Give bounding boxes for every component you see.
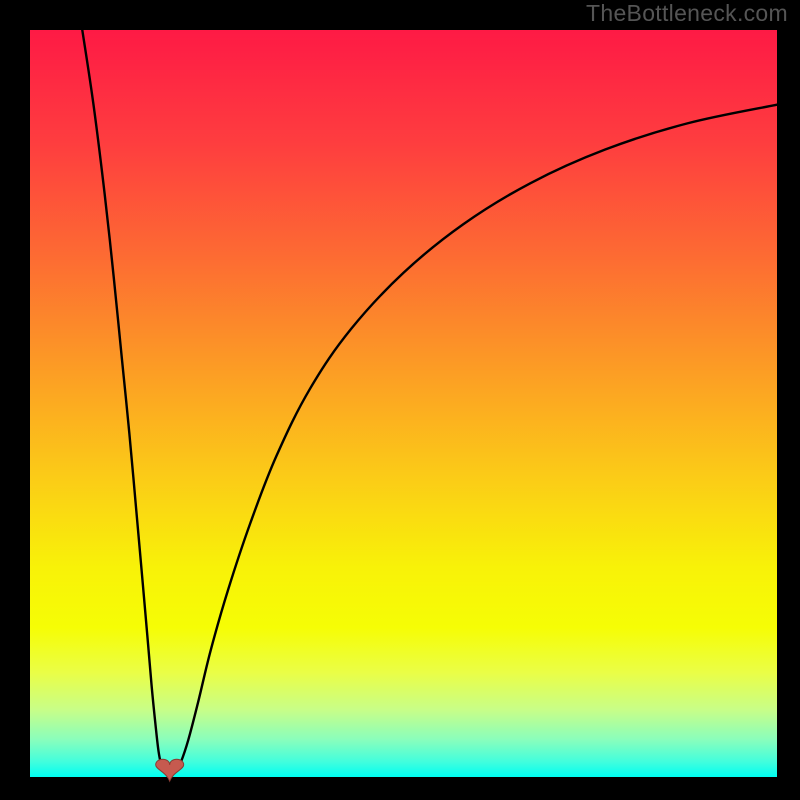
watermark-text: TheBottleneck.com: [586, 0, 788, 27]
plot-background: [30, 30, 777, 777]
marker-trough-heart: [156, 759, 184, 781]
bottleneck-chart: [0, 0, 800, 800]
chart-container: TheBottleneck.com: [0, 0, 800, 800]
